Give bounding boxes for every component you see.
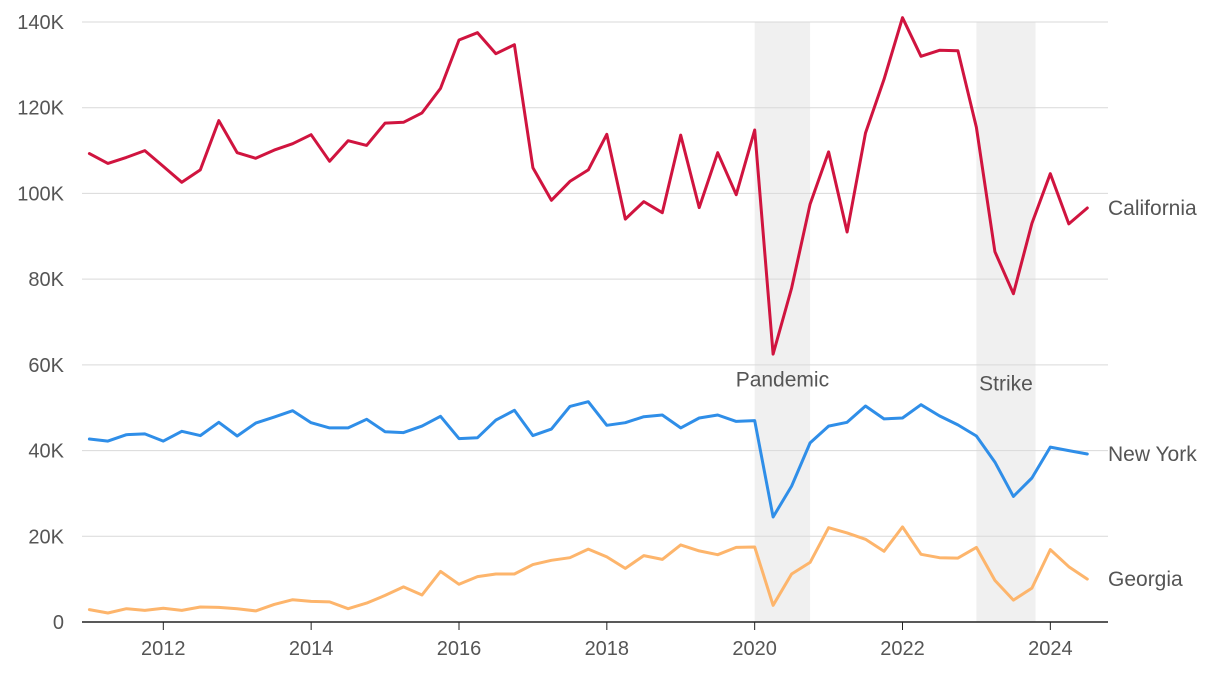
series-line-california: [87, 16, 1089, 356]
y-tick-label: 40K: [28, 441, 64, 463]
y-tick-label: 140K: [17, 12, 64, 34]
annotation-bands: [754, 22, 1036, 622]
annotation-band: [976, 22, 1036, 622]
x-tick-label: 2012: [141, 638, 186, 660]
annotation-label: Strike: [979, 373, 1033, 396]
series-line-georgia: [87, 525, 1089, 615]
x-tick-label: 2016: [437, 638, 482, 660]
x-tick-label: 2018: [585, 638, 630, 660]
y-tick-label: 60K: [28, 355, 64, 377]
series-labels: California New York Georgia: [1108, 197, 1197, 591]
x-tick-label: 2024: [1028, 638, 1073, 660]
series-line-new-york: [87, 400, 1089, 519]
series-lines: [87, 16, 1089, 615]
y-tick-label: 120K: [17, 98, 64, 120]
y-tick-label: 80K: [28, 269, 64, 291]
y-tick-label: 20K: [28, 526, 64, 548]
x-axis: 2012 2014 2016 2018 2020 2022 2024: [82, 621, 1108, 660]
x-tick-label: 2022: [880, 638, 925, 660]
x-tick-label: 2014: [289, 638, 334, 660]
y-tick-label: 100K: [17, 183, 64, 205]
x-tick-label: 2020: [732, 638, 777, 660]
annotation-label: Pandemic: [736, 368, 829, 391]
series-label-new-york: New York: [1108, 443, 1197, 466]
annotation-labels: Pandemic Strike: [736, 368, 1033, 395]
y-tick-label: 0: [53, 612, 64, 634]
series-label-california: California: [1108, 197, 1197, 220]
series-label-georgia: Georgia: [1108, 568, 1183, 591]
grid-lines: [82, 21, 1108, 537]
y-axis: 0 20K 40K 60K 80K 100K 120K 140K: [17, 12, 64, 634]
